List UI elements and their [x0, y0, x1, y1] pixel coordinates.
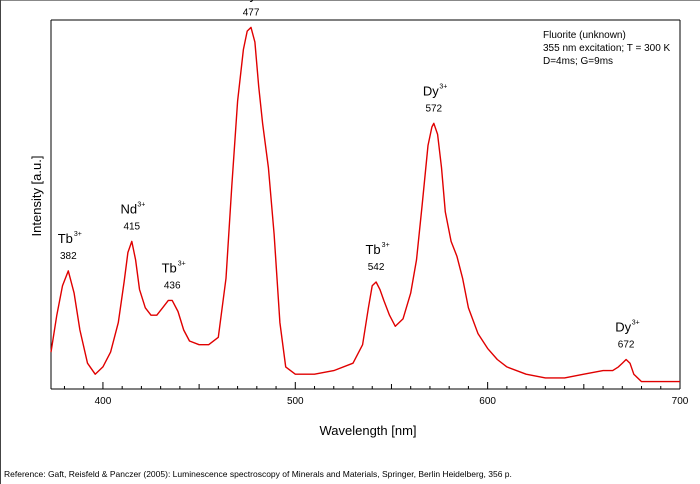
- peak-label-436: Tb 3+ 436: [162, 260, 186, 291]
- peak-ion: Tb: [58, 231, 73, 246]
- peak-label-415: Nd 3+ 415: [120, 201, 145, 232]
- peak-label-477: Dy3+477: [240, 0, 260, 18]
- image-top-edge: [0, 0, 700, 1]
- spectrum-line-0: [50, 26, 680, 383]
- peak-ion: Nd: [120, 201, 137, 216]
- peak-wavelength: 542: [368, 262, 385, 273]
- peak-charge: 3+: [632, 319, 640, 326]
- reference-citation: Reference: Gaft, Reisfeld & Panczer (200…: [4, 469, 512, 479]
- peak-charge: 3+: [178, 260, 186, 267]
- peak-charge: 3+: [382, 242, 390, 249]
- x-tick-label: 700: [672, 396, 689, 407]
- peak-ion: Dy: [423, 83, 439, 98]
- x-tick-label: 600: [479, 396, 496, 407]
- peak-wavelength: 672: [618, 339, 635, 350]
- info-line-0: Fluorite (unknown): [543, 30, 626, 41]
- x-axis-label: Wavelength [nm]: [319, 423, 416, 438]
- chart-axes: [50, 19, 681, 390]
- peak-ion: Dy: [240, 0, 256, 2]
- peak-charge: 3+: [439, 83, 447, 90]
- peak-wavelength: 436: [164, 280, 181, 291]
- peak-ion: Tb: [365, 242, 380, 257]
- peak-annotations: Tb3+382Nd3+415Tb3+436Dy3+477Tb3+542Dy3+5…: [58, 0, 640, 350]
- peak-label-672: Dy 3+ 672: [615, 319, 640, 350]
- peak-charge: 3+: [74, 231, 82, 238]
- peak-wavelength: 415: [123, 221, 140, 232]
- peak-label-382: Tb 3+ 382: [58, 231, 82, 262]
- x-tick-label: 400: [95, 396, 112, 407]
- info-line-2: D=4ms; G=9ms: [543, 56, 613, 67]
- info-line-1: 355 nm excitation; T = 300 K: [543, 43, 671, 54]
- peak-label-572: Dy 3+ 572: [423, 83, 448, 114]
- peak-charge: 3+: [137, 201, 145, 208]
- peak-ion: Dy: [615, 319, 631, 334]
- peak-wavelength: 477: [243, 7, 260, 18]
- x-axis-ticks: 400 500 600 700: [63, 382, 689, 407]
- peak-label-542: Tb 3+ 542: [365, 242, 389, 273]
- series-group: [50, 26, 680, 383]
- info-box: Fluorite (unknown) 355 nm excitation; T =…: [543, 30, 671, 67]
- image-left-edge: [0, 0, 1, 484]
- peak-wavelength: 382: [60, 251, 77, 262]
- x-tick-label: 500: [287, 396, 304, 407]
- peak-ion: Tb: [162, 260, 177, 275]
- peak-wavelength: 572: [425, 103, 442, 114]
- y-axis-label: Intensity [a.u.]: [29, 156, 44, 237]
